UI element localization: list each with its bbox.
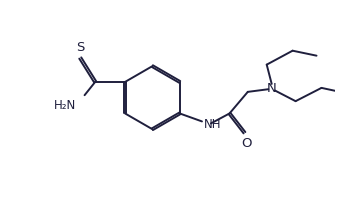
Text: H₂N: H₂N (54, 99, 76, 112)
Text: NH: NH (203, 118, 221, 130)
Text: O: O (241, 137, 251, 150)
Text: S: S (76, 41, 84, 54)
Text: N: N (267, 82, 276, 95)
